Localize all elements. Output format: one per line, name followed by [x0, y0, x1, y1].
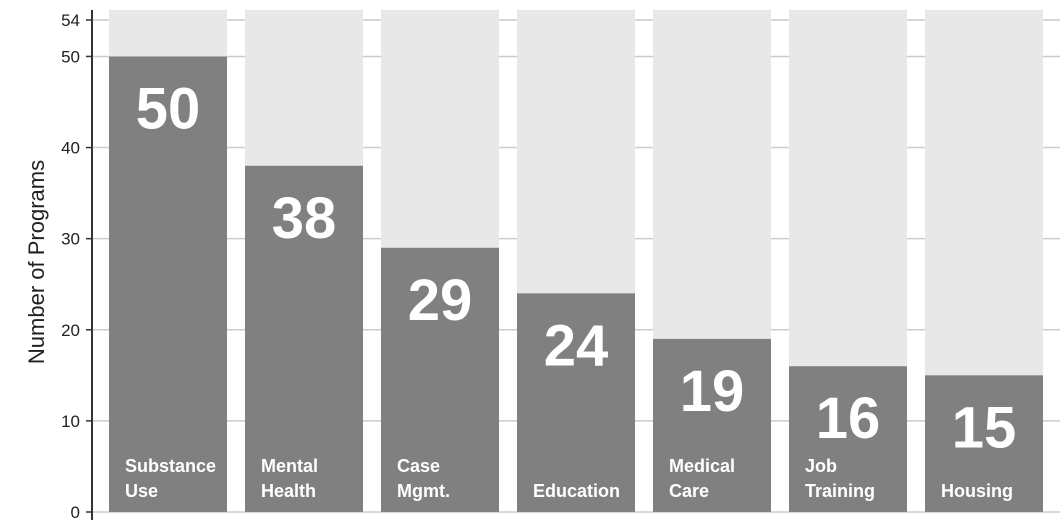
y-tick-label: 20: [61, 321, 80, 340]
x-tick-label: Medical Care: [669, 456, 735, 501]
x-tick-label: Case Mgmt.: [397, 456, 450, 501]
x-tick-label: Substance Use: [125, 456, 216, 501]
y-axis-label: Number of Programs: [24, 160, 49, 364]
x-tick-label: Mental Health: [261, 456, 318, 501]
value-label: 24: [544, 313, 609, 378]
bar: [109, 56, 227, 512]
value-label: 50: [136, 76, 201, 141]
value-label: 29: [408, 268, 473, 333]
x-tick-label: Housing: [941, 481, 1013, 501]
bar: [517, 293, 635, 512]
bar: [245, 165, 363, 512]
value-label: 19: [680, 359, 745, 424]
bar: [653, 338, 771, 512]
y-tick-label: 30: [61, 230, 80, 249]
y-tick-label: 0: [71, 503, 80, 520]
y-tick-label: 10: [61, 412, 80, 431]
y-tick-label: 40: [61, 139, 80, 158]
value-label: 15: [952, 395, 1017, 460]
value-label: 38: [272, 186, 337, 251]
y-tick-label: 50: [61, 47, 80, 66]
value-label: 16: [816, 386, 881, 451]
bar: [789, 366, 907, 512]
x-tick-label: Education: [533, 481, 620, 501]
bar: [925, 375, 1043, 512]
bar: [381, 247, 499, 512]
x-tick-label: Job Training: [805, 456, 875, 501]
y-tick-label: 54: [61, 11, 80, 30]
